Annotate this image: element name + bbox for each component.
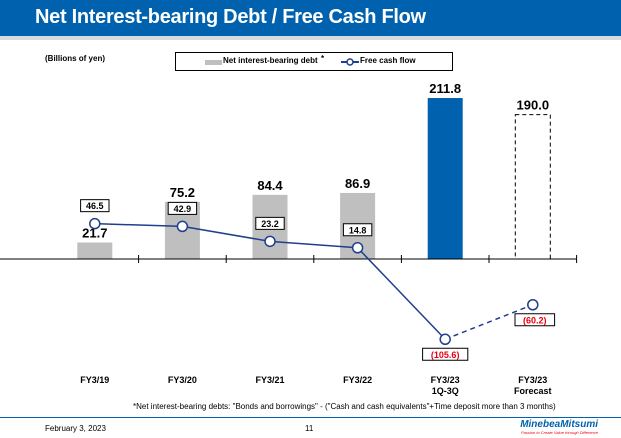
fcf-value-label: (60.2) [523,315,547,325]
footnote: *Net interest-bearing debts: "Bonds and … [133,402,556,411]
debt-bar [77,242,113,259]
fcf-line-segment [444,304,534,340]
fcf-line-segment [269,240,358,249]
fcf-label-box [342,223,373,237]
debt-value-label: 190.0 [517,98,550,113]
debt-bar [514,114,551,260]
title-bar: Net Interest-bearing Debt / Free Cash Fl… [0,0,621,36]
fcf-point [527,299,539,311]
legend-debt-swatch [205,60,222,65]
logo-tagline: Passion to Create Value through Differen… [520,430,598,435]
page-number: 11 [305,424,314,433]
logo-text: MinebeaMitsumi [520,419,598,430]
fcf-label-box [80,199,110,213]
unit-label: (Billions of yen) [45,54,105,63]
fcf-label-box [167,201,198,215]
category-label: FY3/21 [255,375,284,385]
fcf-value-label: 14.8 [349,225,367,235]
debt-value-label: 84.4 [257,178,283,193]
fcf-point [351,242,364,254]
legend-fcf-label: Free cash flow [360,56,416,65]
legend: Net interest-bearing debt * Free cash fl… [175,52,453,71]
footer-date: February 3, 2023 [45,424,106,433]
category-label: FY3/20 [168,375,197,385]
debt-value-label: 75.2 [170,185,195,200]
page-title: Net Interest-bearing Debt / Free Cash Fl… [35,6,426,28]
debt-value-label: 21.7 [82,226,107,241]
legend-debt-label: Net interest-bearing debt [223,56,318,65]
category-label: FY3/23 Forecast [514,375,552,396]
fcf-value-label: (105.6) [431,350,460,360]
debt-bar [427,98,463,259]
fcf-value-label: 46.5 [86,201,104,211]
fcf-point [264,235,276,248]
category-label: FY3/19 [80,375,109,385]
category-label: FY3/23 1Q-3Q [431,375,460,396]
fcf-point [89,217,101,230]
fcf-point [176,220,189,233]
fcf-label-box [422,347,469,361]
footer-divider [0,417,621,418]
fcf-line-segment [182,225,271,243]
fcf-line-segment [357,247,446,340]
fcf-point [439,333,451,346]
debt-value-label: 86.9 [345,176,370,191]
fcf-value-label: 23.2 [261,219,279,229]
fcf-label-box [514,313,556,327]
company-logo: MinebeaMitsumi Passion to Create Value th… [508,419,598,435]
chart: 21.7 75.2 84.4 86.9 211.8 190.0 FY3/19 FY3/20 FY… [0,81,578,396]
legend-asterisk: * [321,54,325,63]
fcf-value-label: 42.9 [174,204,192,214]
title-divider [0,36,621,40]
fcf-line-segment [94,222,183,228]
fcf-label-box [255,216,285,230]
legend-fcf-icon [341,57,359,69]
category-label: FY3/22 [343,375,372,385]
debt-value-label: 211.8 [429,81,461,96]
